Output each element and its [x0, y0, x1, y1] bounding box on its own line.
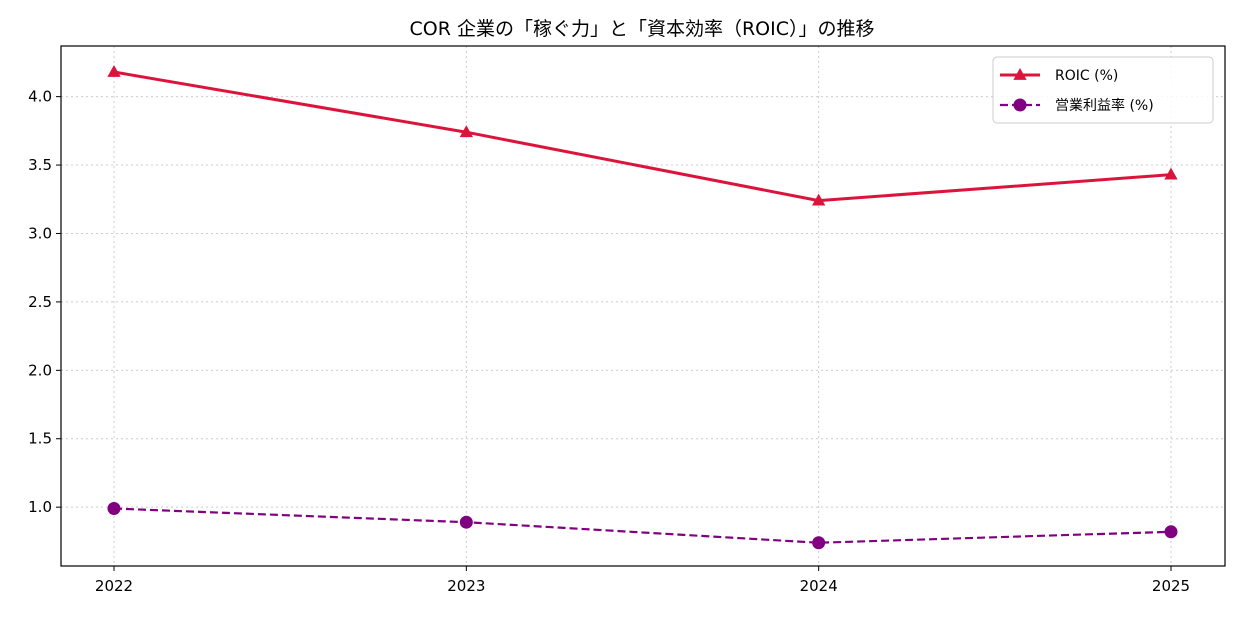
series-line: [113, 70, 1172, 203]
data-point: [459, 515, 473, 529]
x-tick-label: 2022: [95, 577, 133, 595]
y-axis: 1.0 1.5 2.0 2.5 3.0 3.5 4.0: [28, 88, 61, 516]
series-group: [107, 502, 1178, 550]
x-tick-label: 2023: [447, 577, 485, 595]
series-group: [107, 65, 1178, 206]
data-point: [1164, 525, 1178, 539]
y-tick-label: 4.0: [28, 88, 52, 106]
data-point: [1164, 167, 1178, 180]
legend-item: ROIC (%): [1000, 68, 1118, 84]
y-tick-label: 2.0: [28, 361, 52, 379]
grid: [61, 46, 1225, 566]
plot-frame: [60, 45, 1226, 567]
data-point: [459, 125, 473, 138]
legend-label: ROIC (%): [1055, 68, 1118, 84]
x-tick-label: 2025: [1152, 577, 1190, 595]
data-point: [107, 502, 121, 516]
legend: ROIC (%) 営業利益率 (%): [992, 56, 1214, 124]
data-point: [107, 65, 121, 77]
y-tick-label: 3.5: [28, 156, 52, 174]
y-tick-label: 1.0: [28, 498, 52, 516]
chart-title: COR 企業の「稼ぐ力」と「資本効率（ROIC）」の推移: [410, 18, 875, 40]
y-tick-label: 3.0: [28, 224, 52, 242]
x-axis: 2022 2023 2024 2025: [95, 566, 1190, 595]
legend-label: 営業利益率 (%): [1055, 97, 1154, 114]
series-layer: [107, 65, 1178, 550]
legend-item: 営業利益率 (%): [1000, 97, 1154, 114]
x-tick-label: 2024: [800, 577, 838, 595]
legend-marker: [1013, 98, 1027, 112]
legend-box: [992, 56, 1214, 124]
data-point: [812, 536, 826, 550]
y-tick-label: 1.5: [28, 430, 52, 448]
y-tick-label: 2.5: [28, 293, 52, 311]
data-point: [812, 193, 826, 206]
legend-marker: [1013, 68, 1027, 80]
series-line: [113, 507, 1172, 544]
